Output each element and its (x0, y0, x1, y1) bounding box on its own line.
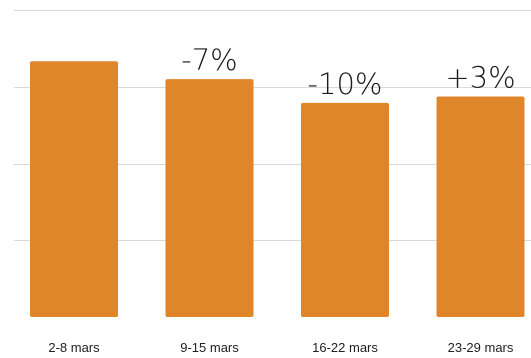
bar-series (30, 61, 525, 318)
x-axis-tick-labels: 2-8 mars 9-15 mars 16-22 mars 23-29 mars (48, 340, 514, 355)
bar (436, 96, 525, 317)
bar (301, 102, 389, 318)
bar-data-label: -7% (181, 43, 237, 77)
bar (30, 61, 118, 318)
x-tick-label: 16-22 mars (312, 340, 378, 355)
bar-data-label: -10% (308, 67, 383, 101)
data-labels: -7% -10% +3% (181, 43, 515, 101)
bar-data-label: +3% (445, 61, 515, 95)
bar (165, 79, 254, 317)
x-tick-label: 2-8 mars (48, 340, 100, 355)
x-tick-label: 9-15 mars (180, 340, 239, 355)
x-tick-label: 23-29 mars (448, 340, 514, 355)
